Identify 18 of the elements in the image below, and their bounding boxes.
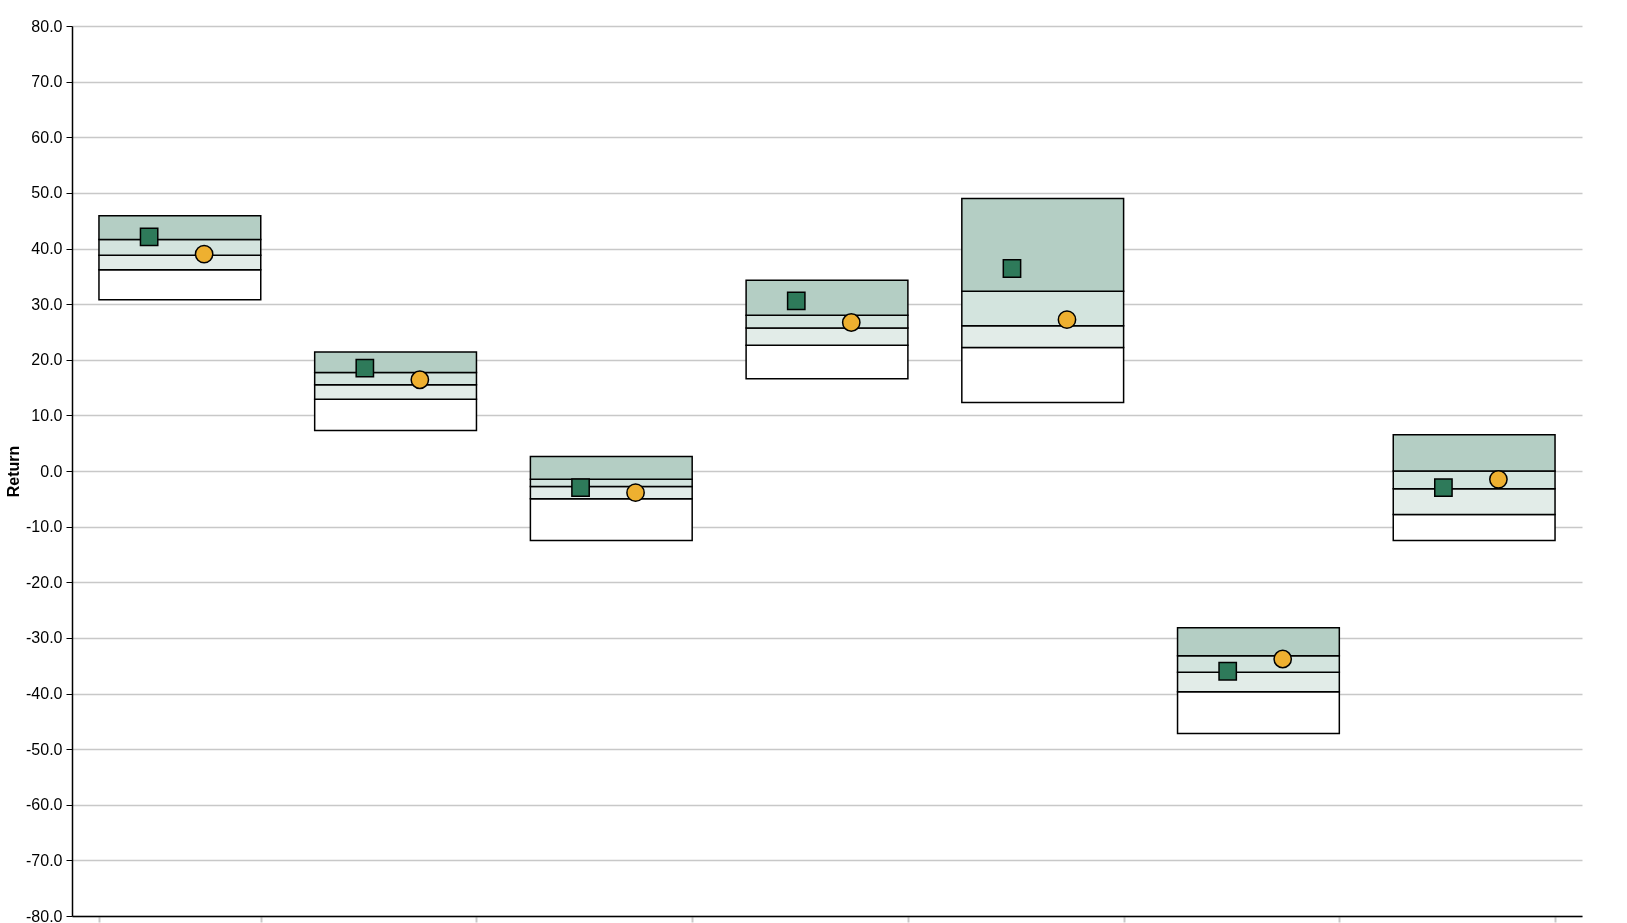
y-tick-label: -50.0 [26, 740, 63, 758]
y-tick-label: 0.0 [40, 462, 63, 480]
y-tick-label: 30.0 [31, 295, 63, 313]
y-tick-label: -10.0 [26, 518, 63, 536]
y-axis-title: Return [5, 445, 23, 498]
y-tick-label: 60.0 [31, 128, 63, 146]
y-tick-label: -30.0 [26, 629, 63, 647]
y-tick-label: 40.0 [31, 240, 63, 257]
y-tick-label: 50.0 [31, 184, 63, 202]
y-tick-label: 10.0 [31, 406, 63, 424]
y-tick-label: -20.0 [26, 573, 63, 591]
y-tick-label: -60.0 [26, 796, 63, 814]
y-tick-label: -70.0 [26, 851, 63, 869]
y-tick-label: -80.0 [26, 907, 63, 923]
y-tick-label: 70.0 [31, 73, 63, 91]
y-tick-label: 20.0 [31, 351, 63, 369]
y-tick-label: -40.0 [26, 685, 63, 702]
y-tick-label: 80.0 [31, 17, 63, 35]
